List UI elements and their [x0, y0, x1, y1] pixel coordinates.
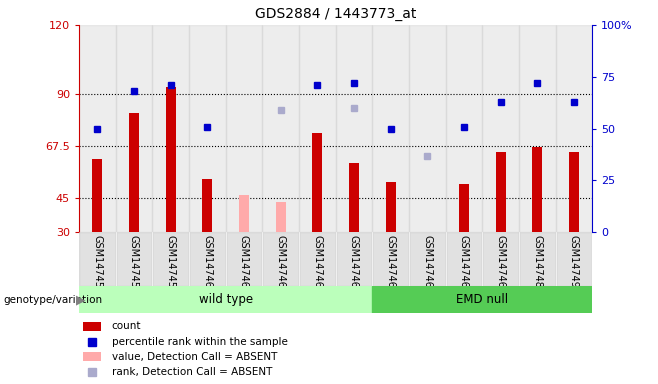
Bar: [152, 232, 189, 286]
Bar: [519, 232, 555, 286]
Bar: [189, 232, 226, 286]
Bar: [312, 133, 322, 232]
Bar: [409, 25, 445, 232]
Bar: [372, 232, 409, 286]
Text: GSM147462: GSM147462: [276, 235, 286, 294]
Text: percentile rank within the sample: percentile rank within the sample: [112, 336, 288, 346]
Bar: [482, 232, 519, 286]
Bar: [116, 232, 152, 286]
Bar: [555, 25, 592, 232]
Bar: [409, 232, 445, 286]
Bar: [116, 232, 152, 286]
Bar: [386, 182, 395, 232]
Bar: [263, 232, 299, 286]
Text: GSM147459: GSM147459: [166, 235, 176, 294]
Text: GSM147461: GSM147461: [239, 235, 249, 294]
Bar: [92, 159, 103, 232]
Bar: [299, 25, 336, 232]
Text: GSM147493: GSM147493: [569, 235, 579, 294]
Text: value, Detection Call = ABSENT: value, Detection Call = ABSENT: [112, 352, 277, 362]
Bar: [482, 25, 519, 232]
Bar: [336, 232, 372, 286]
Bar: [202, 179, 213, 232]
Text: count: count: [112, 321, 141, 331]
Bar: [226, 232, 263, 286]
Bar: [372, 232, 409, 286]
Bar: [482, 232, 519, 286]
Bar: [336, 25, 372, 232]
Text: GSM147468: GSM147468: [459, 235, 469, 294]
Bar: [519, 232, 555, 286]
Text: GSM147465: GSM147465: [349, 235, 359, 294]
Bar: [336, 232, 372, 286]
Bar: [79, 286, 372, 313]
Bar: [555, 232, 592, 286]
Text: GSM147467: GSM147467: [422, 235, 432, 294]
Bar: [226, 232, 263, 286]
Bar: [372, 286, 592, 313]
Bar: [189, 232, 226, 286]
Bar: [495, 152, 505, 232]
Bar: [569, 152, 579, 232]
Bar: [372, 25, 409, 232]
Bar: [84, 322, 101, 331]
Bar: [129, 113, 139, 232]
Bar: [299, 232, 336, 286]
Text: genotype/variation: genotype/variation: [3, 295, 103, 305]
Bar: [239, 195, 249, 232]
Bar: [445, 25, 482, 232]
Bar: [276, 202, 286, 232]
Text: GSM147481: GSM147481: [532, 235, 542, 294]
Text: GSM147469: GSM147469: [495, 235, 505, 294]
Bar: [459, 184, 469, 232]
Text: GSM147452: GSM147452: [129, 235, 139, 294]
Bar: [152, 25, 189, 232]
Bar: [189, 25, 226, 232]
Bar: [349, 163, 359, 232]
Text: GSM147460: GSM147460: [202, 235, 213, 294]
Bar: [409, 232, 445, 286]
Bar: [84, 353, 101, 361]
Text: ▶: ▶: [76, 293, 86, 306]
Bar: [166, 87, 176, 232]
Bar: [263, 25, 299, 232]
Bar: [79, 25, 116, 232]
Bar: [226, 25, 263, 232]
Bar: [555, 232, 592, 286]
Title: GDS2884 / 1443773_at: GDS2884 / 1443773_at: [255, 7, 417, 21]
Bar: [532, 147, 542, 232]
Text: rank, Detection Call = ABSENT: rank, Detection Call = ABSENT: [112, 367, 272, 377]
Text: GSM147463: GSM147463: [313, 235, 322, 294]
Text: EMD null: EMD null: [456, 293, 508, 306]
Bar: [519, 25, 555, 232]
Bar: [445, 232, 482, 286]
Text: wild type: wild type: [199, 293, 253, 306]
Bar: [152, 232, 189, 286]
Text: GSM147466: GSM147466: [386, 235, 395, 294]
Text: GSM147451: GSM147451: [92, 235, 102, 294]
Bar: [116, 25, 152, 232]
Bar: [299, 232, 336, 286]
Bar: [79, 232, 116, 286]
Bar: [263, 232, 299, 286]
Bar: [445, 232, 482, 286]
Bar: [79, 232, 116, 286]
